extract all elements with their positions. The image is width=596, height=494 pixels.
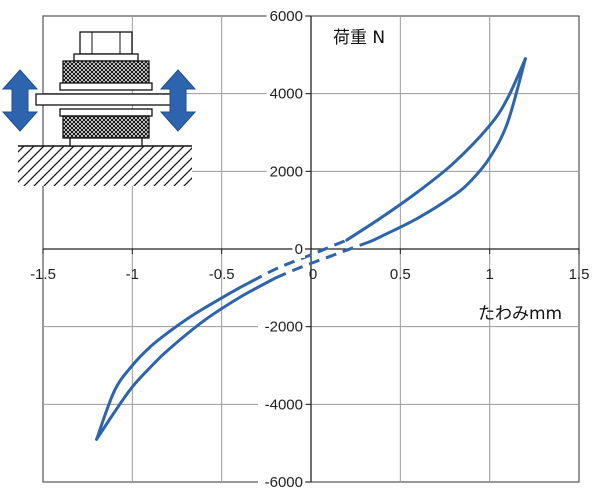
y-tick-label-bg (258, 317, 305, 336)
x-tick-label: 1 (485, 266, 493, 283)
y-tick-label: 4000 (270, 86, 303, 103)
x-axis-label: たわみmm (478, 304, 562, 324)
axis-layer (42, 15, 580, 483)
hysteresis-curve-segment-dashed (251, 238, 348, 283)
y-axis-label: 荷重 N (333, 28, 385, 48)
y-tick-label: 0 (295, 241, 303, 258)
x-tick-label: 0.5 (390, 266, 411, 283)
x-tick-label: -0.5 (209, 266, 235, 283)
y-tick-label-bg (258, 473, 305, 491)
double-arrow-vertical-icon-right (159, 69, 197, 132)
bolted-rubber-mount-icon (1, 31, 197, 186)
label-layer: 荷重 N たわみmm -1.5 -1 -0.5 0 0.5 1 1.5 -6000 -4000 -… (30, 7, 589, 491)
y-tick-label: 6000 (270, 8, 303, 25)
curve-layer (95, 57, 527, 441)
y-tick-label: -4000 (265, 396, 303, 413)
mount-plate (35, 93, 177, 106)
hysteresis-curve-segment-dashed (274, 240, 371, 280)
y-tick-label: -6000 (265, 474, 303, 491)
hysteresis-curve-segment-solid (95, 279, 254, 441)
y-tick-label-bg (292, 240, 305, 258)
double-arrow-vertical-icon-left (1, 69, 39, 132)
y-tick-label-bg (266, 84, 305, 103)
y-tick-label-bg (258, 395, 305, 414)
y-tick-label: 2000 (270, 163, 303, 180)
y-tick-label-bg (266, 162, 305, 181)
lower-rubber-pad (62, 115, 150, 139)
ground-hatch (18, 146, 192, 186)
x-tick-label: 0 (309, 266, 317, 283)
hysteresis-curve-segment-solid (368, 57, 527, 244)
hysteresis-curve-segment-solid (95, 276, 277, 441)
x-tick-label: -1 (126, 266, 139, 283)
hysteresis-curve-segment-solid (345, 57, 527, 242)
nut-icon (79, 31, 133, 55)
x-tick-label: 1.5 (569, 266, 590, 283)
y-tick-label: -2000 (265, 319, 303, 336)
upper-rubber-pad (62, 60, 150, 84)
x-tick-label: -1.5 (30, 266, 56, 283)
y-tick-label-bg (266, 7, 305, 25)
